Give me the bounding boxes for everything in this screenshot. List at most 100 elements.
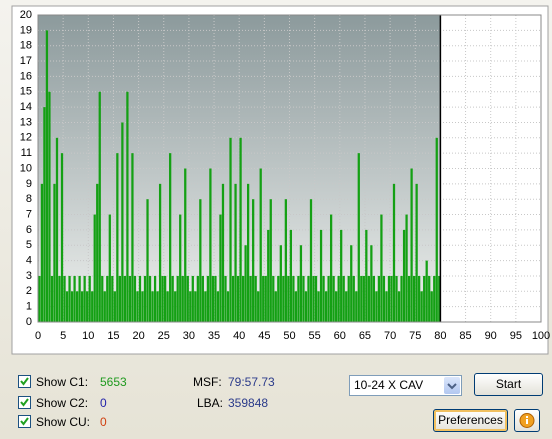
y-tick-label: 18 bbox=[20, 40, 32, 52]
bar bbox=[204, 291, 207, 322]
bar bbox=[131, 153, 134, 322]
bar bbox=[297, 275, 300, 322]
preferences-button[interactable]: Preferences bbox=[433, 409, 508, 432]
cu-count: 0 bbox=[100, 415, 107, 429]
bar bbox=[151, 291, 154, 322]
speed-select[interactable]: 10-24 X CAV bbox=[349, 375, 462, 396]
bar bbox=[350, 245, 353, 322]
msf-value: 79:57.73 bbox=[228, 375, 275, 389]
bar bbox=[164, 275, 167, 322]
bar bbox=[121, 122, 124, 322]
bar bbox=[355, 291, 358, 322]
bar bbox=[96, 183, 99, 322]
bar bbox=[347, 275, 350, 322]
bar bbox=[438, 275, 441, 322]
bar bbox=[181, 275, 184, 322]
x-tick-label: 0 bbox=[35, 330, 41, 342]
x-tick-label: 25 bbox=[158, 330, 170, 342]
bar bbox=[319, 229, 323, 322]
bar bbox=[241, 275, 245, 322]
bar bbox=[201, 275, 204, 322]
bar bbox=[402, 229, 406, 322]
bar bbox=[304, 291, 308, 322]
y-tick-label: 13 bbox=[20, 116, 32, 128]
bar bbox=[317, 291, 320, 322]
bar bbox=[75, 291, 79, 322]
bar bbox=[418, 275, 421, 322]
y-tick-label: 14 bbox=[20, 101, 32, 113]
bar bbox=[307, 275, 310, 322]
y-tick-label: 4 bbox=[26, 255, 32, 267]
bar bbox=[312, 275, 315, 322]
y-tick-label: 16 bbox=[20, 70, 32, 82]
c1-count: 5653 bbox=[100, 375, 127, 389]
bar bbox=[335, 291, 338, 322]
bar bbox=[179, 214, 182, 322]
bar bbox=[43, 107, 46, 322]
bar bbox=[184, 168, 187, 322]
bar bbox=[252, 199, 255, 322]
bar bbox=[352, 275, 355, 322]
bar bbox=[299, 245, 303, 322]
bar bbox=[219, 214, 222, 322]
bar bbox=[209, 168, 212, 322]
bar bbox=[143, 275, 147, 322]
bar bbox=[412, 275, 416, 322]
bar bbox=[176, 275, 179, 322]
checkbox[interactable] bbox=[18, 375, 31, 388]
y-tick-label: 5 bbox=[26, 239, 32, 251]
bar bbox=[126, 91, 129, 322]
x-tick-label: 60 bbox=[334, 330, 346, 342]
checkbox[interactable] bbox=[18, 396, 31, 409]
bar bbox=[148, 275, 152, 322]
bar bbox=[174, 291, 177, 322]
bar bbox=[161, 275, 164, 322]
bar bbox=[231, 275, 235, 322]
y-tick-label: 15 bbox=[20, 86, 32, 98]
x-tick-label: 45 bbox=[258, 330, 270, 342]
bar bbox=[58, 275, 61, 322]
y-tick-label: 10 bbox=[20, 162, 32, 174]
y-tick-label: 3 bbox=[26, 270, 32, 282]
bar bbox=[55, 137, 59, 322]
lba-value: 359848 bbox=[228, 396, 269, 410]
bar bbox=[206, 275, 210, 322]
bar bbox=[153, 275, 157, 322]
bar bbox=[254, 275, 257, 322]
bar bbox=[400, 275, 403, 322]
button-text: Preferences bbox=[438, 413, 503, 427]
bar bbox=[138, 275, 142, 322]
label: MSF: bbox=[193, 375, 222, 389]
bar bbox=[277, 275, 280, 322]
bar bbox=[415, 183, 418, 322]
checkbox[interactable] bbox=[18, 415, 31, 428]
bar bbox=[407, 275, 411, 322]
bar bbox=[292, 275, 295, 322]
bar bbox=[244, 245, 247, 322]
bar bbox=[166, 291, 169, 322]
bar bbox=[365, 229, 368, 322]
bar bbox=[189, 291, 192, 322]
bar bbox=[118, 275, 121, 322]
dropdown-arrow[interactable] bbox=[444, 377, 460, 394]
bar bbox=[116, 153, 119, 322]
x-tick-label: 100 bbox=[532, 330, 550, 342]
bar bbox=[428, 275, 431, 322]
bar bbox=[216, 291, 220, 322]
bar bbox=[224, 275, 227, 322]
bar bbox=[40, 183, 44, 322]
info-button[interactable] bbox=[514, 409, 540, 432]
x-tick-label: 80 bbox=[434, 330, 446, 342]
select-text: 10-24 X CAV bbox=[354, 378, 424, 392]
bar bbox=[214, 275, 217, 322]
bar bbox=[236, 275, 240, 322]
y-tick-label: 2 bbox=[26, 285, 32, 297]
start-button[interactable]: Start bbox=[474, 373, 543, 396]
bar bbox=[337, 275, 340, 322]
y-tick-label: 19 bbox=[20, 24, 32, 36]
bar bbox=[249, 275, 252, 322]
label: Show C2: bbox=[36, 396, 89, 410]
bar bbox=[329, 214, 333, 322]
bar bbox=[272, 275, 275, 322]
